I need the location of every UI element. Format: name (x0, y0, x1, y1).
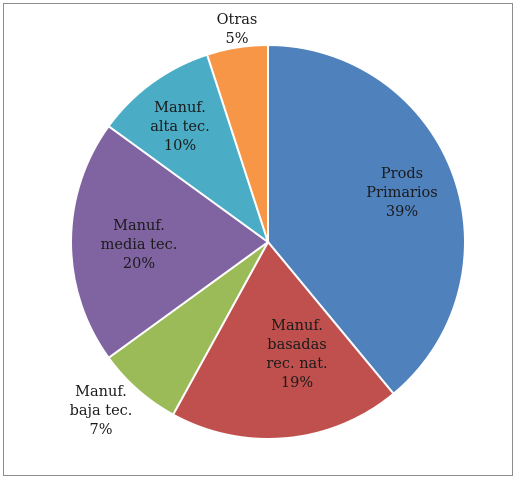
slice-label-line: basadas (267, 337, 326, 353)
slice-label-line: Manuf. (75, 384, 127, 400)
slice-label-5: Otras 5% (217, 12, 258, 47)
pie-slices (69, 43, 466, 440)
slice-label-line: 7% (89, 422, 112, 438)
slice-label-line: 10% (164, 138, 196, 154)
pie-slice-4 (107, 53, 270, 245)
pie-labels: Prods Primarios 39% Manuf. basadas rec. nat. 1… (70, 12, 438, 438)
slice-label-line: Primarios (366, 185, 437, 201)
slice-label-4: Manuf. alta tec. 10% (150, 100, 210, 154)
slice-label-line: 39% (386, 204, 418, 220)
pie-slice-3 (69, 124, 270, 360)
slice-label-line: alta tec. (150, 119, 210, 135)
slice-label-line: Otras (217, 12, 258, 28)
slice-label-line: Manuf. (113, 218, 165, 234)
slice-label-0: Prods Primarios 39% (366, 166, 437, 220)
slice-label-line: baja tec. (70, 403, 133, 419)
slice-label-line: 19% (281, 375, 313, 391)
pie-slice-1 (171, 240, 395, 440)
slice-label-1: Manuf. basadas rec. nat. 19% (266, 318, 327, 391)
slice-label-line: rec. nat. (266, 356, 327, 372)
pie-slice-5 (205, 43, 269, 243)
slice-label-3: Manuf. media tec. 20% (101, 218, 178, 272)
slice-label-line: Manuf. (154, 100, 206, 116)
slice-label-line: Prods (381, 166, 423, 182)
pie-slice-0 (267, 43, 466, 396)
slice-label-line: Manuf. (271, 318, 323, 334)
slice-label-line: 5% (225, 31, 248, 47)
slice-label-2: Manuf. baja tec. 7% (70, 384, 133, 438)
slice-label-line: media tec. (101, 237, 178, 253)
slice-label-line: 20% (123, 256, 155, 272)
